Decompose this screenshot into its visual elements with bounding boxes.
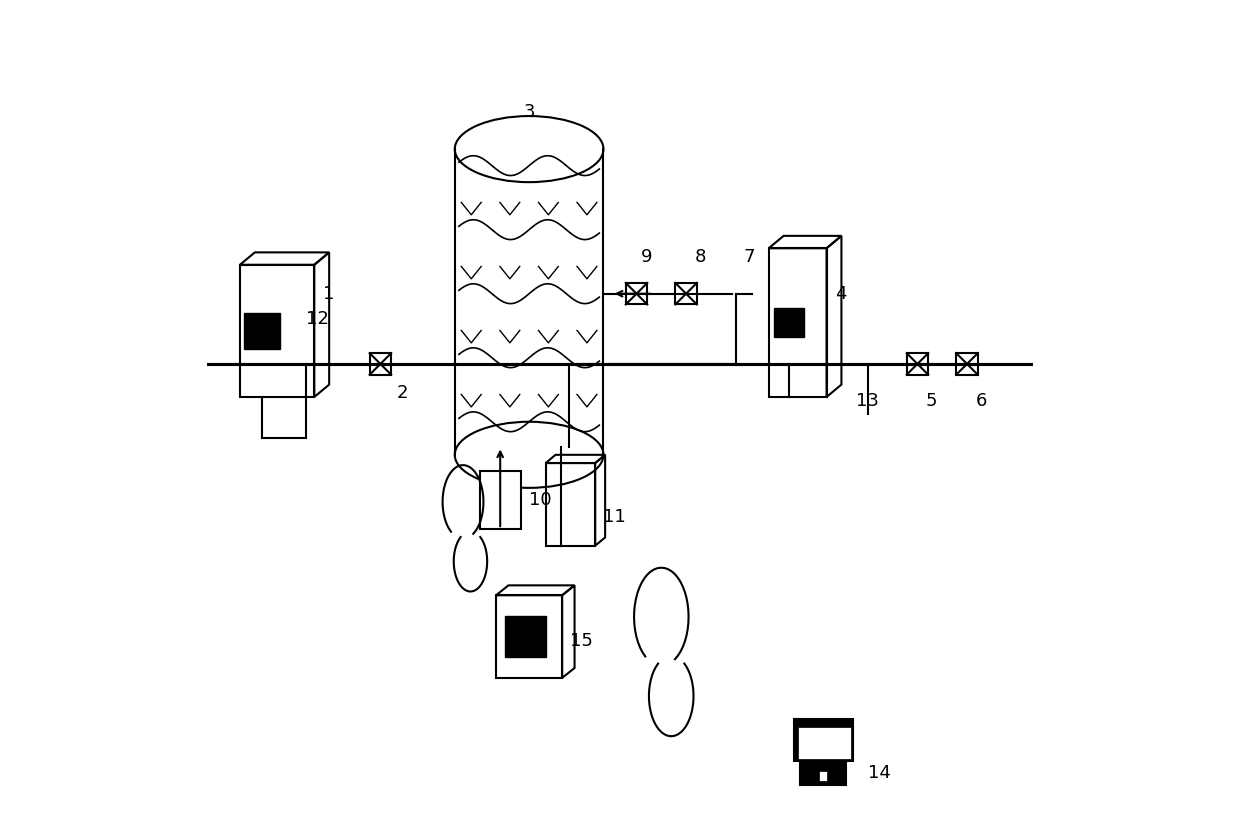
Text: 13: 13 [857,392,879,410]
Bar [676,284,697,305]
Bar [626,284,647,305]
Bar [480,472,521,530]
Text: 1: 1 [322,285,334,302]
Bar [818,772,827,782]
Polygon shape [244,313,280,349]
Text: 11: 11 [604,508,626,525]
Bar [956,354,978,375]
Text: 10: 10 [529,491,552,508]
Polygon shape [774,308,804,338]
Text: 15: 15 [570,631,593,649]
Polygon shape [505,616,547,657]
Text: 9: 9 [641,248,652,265]
Text: 4: 4 [835,285,847,302]
Text: 2: 2 [397,383,408,402]
Bar [794,720,853,761]
Text: 8: 8 [694,248,706,265]
Text: 6: 6 [976,392,987,410]
Text: 14: 14 [868,763,890,781]
Bar [800,761,847,785]
Text: 3: 3 [523,103,534,121]
Bar [906,354,929,375]
Text: 5: 5 [926,392,937,410]
Bar [370,354,391,375]
Text: 12: 12 [306,309,329,327]
Bar [797,728,851,759]
Text: 7: 7 [744,248,755,265]
